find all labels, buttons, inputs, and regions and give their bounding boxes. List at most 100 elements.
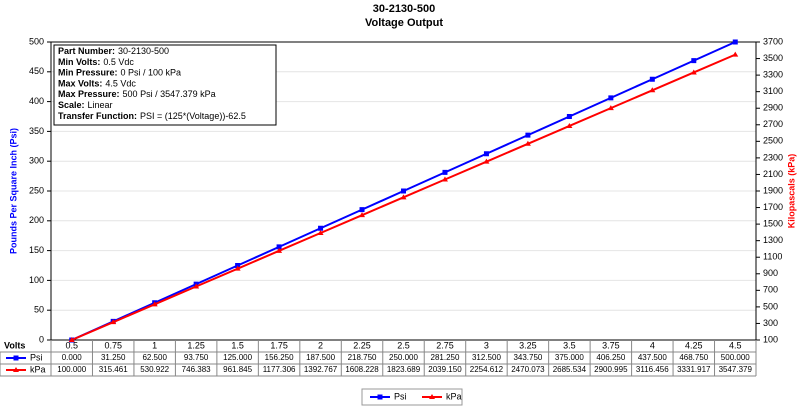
info-label: Max Volts:: [58, 79, 102, 89]
y2-tick-label: 900: [763, 268, 778, 278]
y2-tick-label: 3100: [763, 86, 783, 96]
x-tick-label: 1.25: [187, 340, 205, 350]
info-line: Part Number: 30-2130-500: [58, 46, 169, 56]
info-value: 4.5 Vdc: [105, 79, 136, 89]
legend-frame: [361, 388, 463, 406]
data-point: [151, 301, 158, 307]
plot-frame: [50, 41, 757, 341]
data-point: [359, 207, 365, 213]
table-value: 218.750: [348, 353, 377, 362]
table-row-label: Psi: [30, 352, 43, 362]
table-value: 2900.995: [594, 365, 628, 374]
x-tick-label: 1.75: [270, 340, 288, 350]
data-point: [524, 140, 531, 146]
data-point: [400, 194, 407, 200]
y2-tick-label: 1900: [763, 185, 783, 195]
x-tick-label: 0.75: [104, 340, 122, 350]
y2-tick-label: 1300: [763, 235, 783, 245]
data-point: [649, 87, 656, 93]
y-axis-label: Pounds Per Square Inch (Psi): [8, 128, 18, 254]
table-value: 746.383: [182, 365, 211, 374]
info-line: Min Volts: 0.5 Vdc: [58, 57, 134, 67]
x-tick-label: 1.5: [231, 340, 244, 350]
y2-axis-label: Kilopascals (kPa): [786, 154, 796, 229]
y2-tick-label: 3300: [763, 69, 783, 79]
y2-tick-label: 500: [763, 301, 778, 311]
table-value: 62.500: [142, 353, 167, 362]
info-label: Min Pressure:: [58, 68, 118, 78]
data-point: [234, 265, 241, 271]
table-legend-marker: [13, 355, 19, 361]
x-tick-label: 3.75: [602, 340, 620, 350]
info-label: Max Pressure:: [58, 90, 120, 100]
table-value: 100.000: [57, 365, 86, 374]
data-point: [566, 122, 573, 128]
data-point: [608, 95, 614, 101]
legend-marker: [377, 394, 383, 400]
info-line: Scale: Linear: [58, 100, 113, 110]
x-tick-label: 0.5: [65, 340, 78, 350]
table-value: 312.500: [472, 353, 501, 362]
table-value: 156.250: [265, 353, 294, 362]
table-value: 1608.228: [345, 365, 379, 374]
table-value: 3547.379: [719, 365, 753, 374]
table-value: 375.000: [555, 353, 584, 362]
y2-tick-label: 2900: [763, 103, 783, 113]
table-value: 468.750: [679, 353, 708, 362]
y2-tick-label: 2100: [763, 169, 783, 179]
y-tick-label: 250: [29, 185, 44, 195]
table-value: 437.500: [638, 353, 667, 362]
table-value: 125.000: [223, 353, 252, 362]
table-value: 1823.689: [387, 365, 421, 374]
table-value: 31.250: [101, 353, 126, 362]
x-tick-label: 2.75: [436, 340, 454, 350]
data-point: [483, 158, 490, 164]
data-point: [193, 283, 200, 289]
info-line: Max Pressure: 500 Psi / 3547.379 kPa: [58, 90, 216, 100]
y-tick-label: 500: [29, 36, 44, 46]
table-row-label: kPa: [30, 364, 46, 374]
y2-tick-label: 700: [763, 285, 778, 295]
y-tick-label: 350: [29, 126, 44, 136]
info-box: [53, 44, 277, 126]
y2-tick-label: 1500: [763, 218, 783, 228]
data-point: [649, 76, 655, 82]
table-value: 1177.306: [263, 365, 296, 374]
y-tick-label: 200: [29, 215, 44, 225]
table-value: 2685.534: [553, 365, 587, 374]
data-point: [68, 337, 75, 342]
data-point: [525, 132, 531, 138]
x-tick-label: 1: [152, 340, 157, 350]
x-tick-label: 2.5: [397, 340, 410, 350]
table-value: 1392.767: [304, 365, 338, 374]
data-point: [441, 176, 448, 182]
y2-tick-label: 2700: [763, 119, 783, 129]
y-tick-label: 50: [34, 305, 44, 315]
data-point: [110, 319, 117, 325]
y2-tick-label: 1100: [763, 252, 782, 262]
info-value: 500 Psi / 3547.379 kPa: [123, 90, 216, 100]
table-value: 93.750: [184, 353, 209, 362]
x-tick-label: 4: [650, 340, 655, 350]
info-label: Part Number:: [58, 46, 115, 56]
table-value: 3116.456: [636, 365, 669, 374]
y2-tick-label: 2500: [763, 136, 783, 146]
legend-marker: [429, 394, 435, 399]
y-tick-label: 0: [39, 334, 44, 344]
y-tick-label: 450: [29, 66, 44, 76]
table-value: 187.500: [306, 353, 335, 362]
x-tick-label: 2.25: [353, 340, 371, 350]
info-value: Linear: [88, 100, 113, 110]
x-tick-label: 4.5: [729, 340, 742, 350]
data-point: [276, 247, 283, 253]
legend-label: kPa: [446, 391, 462, 401]
info-label: Min Volts:: [58, 57, 100, 67]
table-value: 2039.150: [428, 365, 462, 374]
data-point: [359, 212, 366, 218]
data-point: [566, 114, 572, 119]
info-value: 0.5 Vdc: [103, 57, 134, 67]
x-tick-label: 4.25: [685, 340, 703, 350]
data-point: [691, 58, 697, 64]
data-point: [442, 169, 448, 175]
